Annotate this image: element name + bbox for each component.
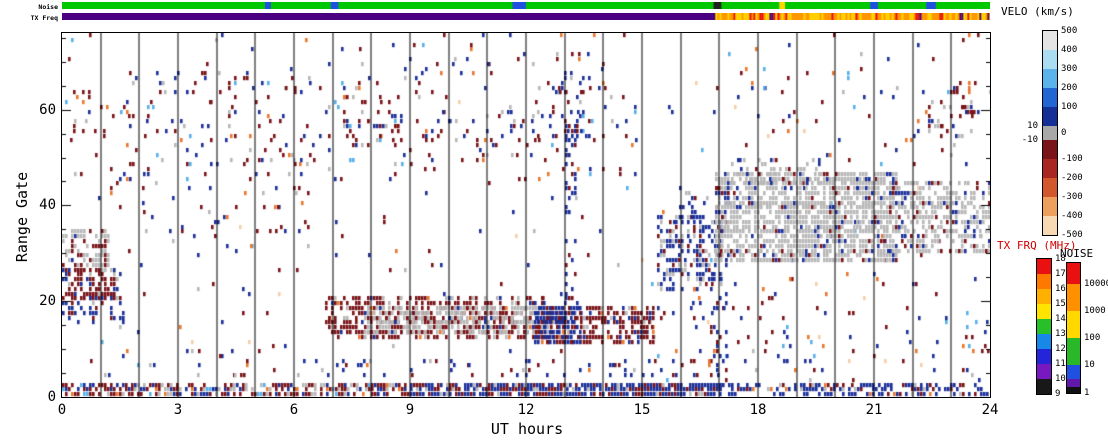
y-tick-label: 40 <box>39 197 56 214</box>
colorbar-segment <box>1037 364 1051 379</box>
colorbar-tick-label: 9 <box>1055 389 1061 399</box>
x-tick-label: 9 <box>405 402 415 418</box>
x-tick-label: 0 <box>57 402 67 418</box>
colorbar-segment <box>1067 284 1080 311</box>
colorbar-segment <box>1037 319 1051 334</box>
x-tick-label: 18 <box>749 402 767 418</box>
colorbar-tick-label: 10 <box>1084 360 1095 370</box>
colorbar-segment <box>1043 69 1057 88</box>
x-tick-label: 24 <box>981 402 999 418</box>
x-tick-label: 21 <box>865 402 883 418</box>
colorbar-segment <box>1067 311 1080 338</box>
colorbar-tick-label: 10 <box>1027 121 1038 131</box>
y-axis-label: Range Gate <box>13 171 31 263</box>
colorbar-tick-label: 400 <box>1061 45 1078 55</box>
y-tick-label: 20 <box>39 293 56 310</box>
colorbar-tick-label: -300 <box>1061 192 1083 202</box>
colorbar-tick-label: 18 <box>1055 254 1066 264</box>
colorbar-segment <box>1037 349 1051 364</box>
y-tick-label: 60 <box>39 101 56 118</box>
colorbar-tick-label: 1000 <box>1084 306 1106 316</box>
colorbar-tick-label: 500 <box>1061 26 1078 36</box>
colorbar-segment <box>1067 387 1080 393</box>
colorbar-segment <box>1037 259 1051 274</box>
colorbar-tick-label: 1 <box>1084 388 1090 398</box>
colorbar-segment <box>1043 140 1057 159</box>
range-time-scatter-plot <box>62 33 990 397</box>
colorbar-tick-label: 14 <box>1055 314 1066 324</box>
colorbar-tick-label: 10000 <box>1084 279 1108 289</box>
colorbar-tick-label: 10 <box>1055 374 1066 384</box>
noise-colorbar <box>1066 262 1081 394</box>
colorbar-segment <box>1043 50 1057 69</box>
colorbar-segment <box>1067 263 1080 284</box>
colorbar-segment <box>1043 88 1057 107</box>
colorbar-tick-label: -100 <box>1061 154 1083 164</box>
colorbar-segment <box>1043 107 1057 126</box>
velocity-colorbar-title: VELO (km/s) <box>1001 5 1074 18</box>
colorbar-segment <box>1067 338 1080 365</box>
txfreq-strip-bar <box>62 13 990 20</box>
colorbar-tick-label: -400 <box>1061 211 1083 221</box>
colorbar-tick-label: 13 <box>1055 329 1066 339</box>
velocity-colorbar <box>1042 30 1058 236</box>
colorbar-tick-label: 12 <box>1055 344 1066 354</box>
noise-strip-label: Noise <box>38 3 58 11</box>
colorbar-segment <box>1037 379 1051 394</box>
x-tick-label: 15 <box>633 402 651 418</box>
colorbar-segment <box>1037 334 1051 349</box>
colorbar-segment <box>1037 304 1051 319</box>
colorbar-tick-label: 200 <box>1061 83 1078 93</box>
noise-colorbar-title: NOISE <box>1060 247 1094 260</box>
noise-strip-bar <box>62 2 990 9</box>
colorbar-segment <box>1043 216 1057 235</box>
x-tick-label: 12 <box>517 402 535 418</box>
colorbar-segment <box>1067 379 1080 387</box>
colorbar-tick-label: 100 <box>1084 333 1101 343</box>
colorbar-segment <box>1043 178 1057 197</box>
txfreq-colorbar <box>1036 258 1052 395</box>
x-axis-label: UT hours <box>490 420 564 438</box>
colorbar-tick-label: 11 <box>1055 359 1066 369</box>
colorbar-tick-label: -200 <box>1061 173 1083 183</box>
y-tick-label: 0 <box>47 389 56 405</box>
txfreq-strip-label: TX Freq <box>30 14 58 22</box>
colorbar-segment <box>1043 159 1057 178</box>
txfreq-colorbar-title: TX FRQ (MHz) <box>997 239 1077 252</box>
colorbar-tick-label: 17 <box>1055 269 1066 279</box>
colorbar-tick-label: -10 <box>1021 135 1038 145</box>
colorbar-segment <box>1043 31 1057 50</box>
colorbar-tick-label: -500 <box>1061 230 1083 240</box>
colorbar-tick-label: 0 <box>1061 128 1067 138</box>
colorbar-tick-label: 15 <box>1055 299 1066 309</box>
colorbar-segment <box>1043 126 1057 140</box>
colorbar-segment <box>1043 197 1057 216</box>
colorbar-tick-label: 100 <box>1061 102 1078 112</box>
x-tick-label: 6 <box>289 402 299 418</box>
x-tick-label: 3 <box>173 402 183 418</box>
colorbar-segment <box>1037 289 1051 304</box>
colorbar-tick-label: 16 <box>1055 284 1066 294</box>
colorbar-segment <box>1037 274 1051 289</box>
colorbar-tick-label: 300 <box>1061 64 1078 74</box>
colorbar-segment <box>1067 365 1080 379</box>
